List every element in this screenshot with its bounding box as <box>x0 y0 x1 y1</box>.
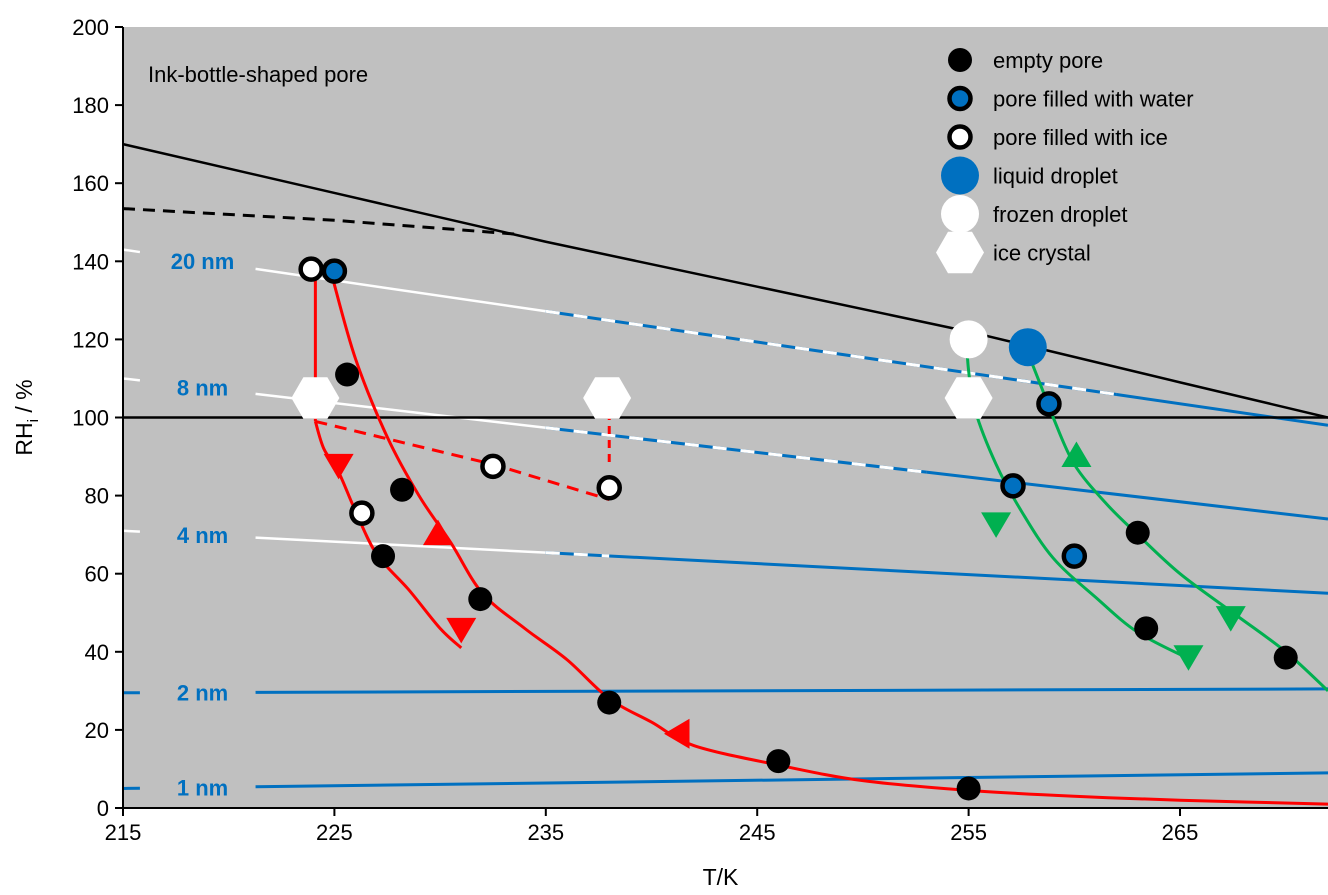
legend-marker-pore-ice <box>947 124 973 150</box>
pore-line-4nm <box>609 554 1328 595</box>
ice-crystal-point-2 <box>944 377 993 419</box>
legend-label-frozen-droplet: frozen droplet <box>993 202 1128 227</box>
x-tick-label-215: 215 <box>105 820 142 845</box>
x-tick-label-225: 225 <box>316 820 353 845</box>
legend-marker-liquid-droplet <box>941 156 979 195</box>
green-arrow-1 <box>981 512 1012 538</box>
empty-pore-point-3 <box>468 587 493 612</box>
empty-pore-point-1 <box>390 477 415 502</box>
empty-pore-point-6 <box>956 776 981 801</box>
legend-label-pore-water: pore filled with water <box>993 87 1194 112</box>
water-saturation-line <box>122 142 1328 419</box>
legend-marker-pore-water <box>947 85 973 112</box>
x-axis-title: T/K <box>703 864 739 890</box>
water-saturation-dashed-line <box>122 207 515 236</box>
empty-pore-point-0 <box>335 362 360 387</box>
legend-label-liquid-droplet: liquid droplet <box>993 164 1118 189</box>
chart-annotation: Ink-bottle-shaped pore <box>148 62 368 87</box>
empty-pore-point-4 <box>597 690 622 715</box>
empty-pore-point-8 <box>1134 616 1159 641</box>
x-tick-label-245: 245 <box>739 820 776 845</box>
empty-pore-point-9 <box>1273 645 1298 670</box>
green-arrow-3 <box>1173 645 1204 671</box>
pore-line-1nm <box>255 771 1328 789</box>
pore-label-2nm: 2 nm <box>177 681 228 706</box>
green-arrow-0 <box>1061 441 1092 468</box>
red-arrow-2 <box>446 617 477 644</box>
legend-label-empty-pore: empty pore <box>993 48 1103 73</box>
y-axis-title-subscript: i <box>25 419 42 422</box>
pore-water-point-1 <box>1036 391 1062 417</box>
liquid-droplet-point-0 <box>1008 328 1047 367</box>
y-tick-label-20: 20 <box>85 718 109 743</box>
legend-marker-empty-pore <box>948 48 972 72</box>
y-tick-label-180: 180 <box>72 93 109 118</box>
x-tick-label-255: 255 <box>950 820 987 845</box>
pore-line-20nm <box>1116 392 1328 427</box>
pore-label-4nm: 4 nm <box>177 523 228 548</box>
pore-line-20nm-dashed <box>545 309 1117 396</box>
y-axis-title: RHi / % <box>11 379 42 455</box>
y-tick-label-80: 80 <box>85 484 109 509</box>
legend: empty pore pore filled with water pore fil… <box>936 48 1194 274</box>
legend-marker-ice-crystal <box>936 231 984 274</box>
pore-water-point-2 <box>1000 473 1026 499</box>
pore-line-4nm-supersaturated <box>255 536 546 554</box>
y-tick-label-100: 100 <box>72 406 109 431</box>
y-axis-title-main: RH <box>11 422 37 455</box>
frozen-droplet-point-0 <box>949 320 988 359</box>
pore-ice-point-3 <box>349 500 375 526</box>
legend-label-pore-ice: pore filled with ice <box>993 125 1168 150</box>
pore-ice-point-0 <box>298 256 324 282</box>
y-tick-label-60: 60 <box>85 562 109 587</box>
pore-water-point-0 <box>321 258 348 284</box>
pore-label-8nm: 8 nm <box>177 376 228 401</box>
y-tick-label-120: 120 <box>72 327 109 352</box>
pore-line-2nm <box>255 687 1328 694</box>
ice-crystal-point-0 <box>291 377 340 419</box>
legend-marker-frozen-droplet <box>941 195 979 233</box>
pore-line-4nm-stub <box>122 529 140 533</box>
pore-line-8nm-dashed <box>545 426 927 474</box>
red-curve-upper <box>330 276 1328 806</box>
empty-pore-point-7 <box>1125 520 1150 545</box>
y-tick-label-140: 140 <box>72 249 109 274</box>
plot-markers <box>291 256 1298 801</box>
pore-ice-point-2 <box>596 475 622 501</box>
y-tick-label-200: 200 <box>72 15 109 40</box>
pore-line-8nm-stub <box>122 377 141 382</box>
green-arrow-2 <box>1215 606 1246 632</box>
pore-ice-point-1 <box>480 453 506 480</box>
x-tick-label-265: 265 <box>1162 820 1199 845</box>
axes: 0 20 40 60 80 100 120 140 160 180 200 215 225 235 245 2… <box>72 15 1328 845</box>
y-tick-label-40: 40 <box>85 640 109 665</box>
red-arrow-3 <box>663 718 690 749</box>
pore-label-20nm: 20 nm <box>171 249 235 274</box>
empty-pore-point-2 <box>371 544 396 569</box>
pore-water-point-3 <box>1061 543 1088 569</box>
pore-label-1nm: 1 nm <box>177 775 228 800</box>
ice-crystal-point-1 <box>583 377 632 419</box>
pore-line-20nm-stub <box>122 248 141 254</box>
x-tick-label-235: 235 <box>527 820 564 845</box>
legend-label-ice-crystal: ice crystal <box>993 241 1091 266</box>
red-curve-lower <box>313 420 463 650</box>
empty-pore-point-5 <box>766 749 791 774</box>
red-arrow-0 <box>323 453 354 480</box>
pore-line-4nm-dashed <box>545 551 610 558</box>
red-arrow-1 <box>422 519 453 546</box>
y-axis-title-unit: / % <box>11 379 37 419</box>
pore-line-8nm <box>926 470 1328 521</box>
y-tick-label-160: 160 <box>72 171 109 196</box>
y-tick-label-0: 0 <box>97 796 109 821</box>
